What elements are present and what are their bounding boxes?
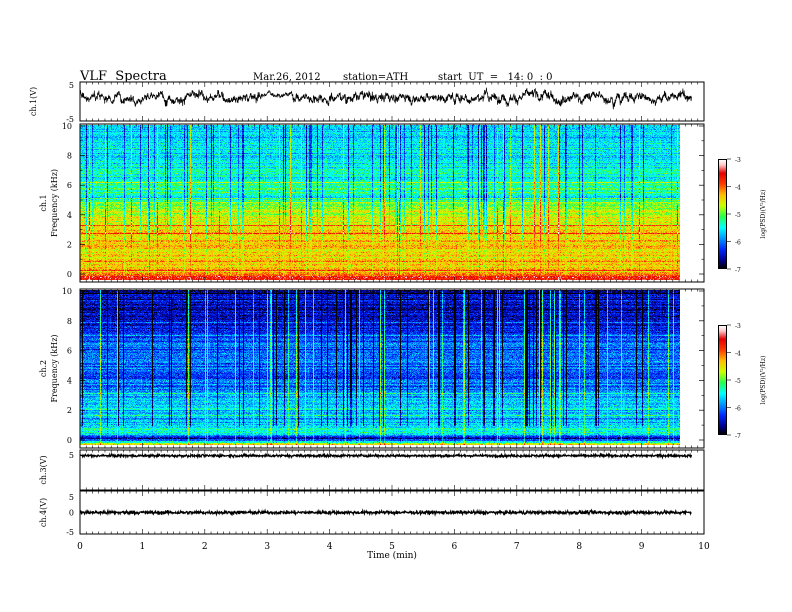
station-label: station=ATH — [343, 72, 409, 83]
ch1-ylabel: ch.1(V) — [29, 87, 38, 116]
ch4-waveform-line — [79, 508, 692, 517]
x-tick-label: 5 — [389, 542, 395, 552]
ch1-ytick-label: 5 — [69, 81, 74, 90]
ch1-spec-ytick-label: 6 — [67, 181, 72, 190]
colorbar-tick-label: -5 — [735, 212, 741, 219]
colorbar-tick-label: -4 — [735, 185, 741, 192]
x-tick-label: 6 — [452, 542, 458, 552]
colorbar-label: log(PSD)(V²/Hz) — [760, 190, 767, 239]
ch1-spec-ylabel: Frequency (kHz) — [50, 169, 59, 237]
ch1-spec-channel-label: ch.1 — [39, 194, 48, 211]
ch1-spec-ytick-label: 10 — [62, 122, 72, 131]
ch1-waveform-line — [79, 87, 692, 110]
colorbar-tick-label: -5 — [735, 378, 741, 385]
x-tick-label: 9 — [639, 542, 645, 552]
colorbar-label: log(PSD)(V²/Hz) — [760, 356, 767, 405]
ch2-spec-ylabel: Frequency (kHz) — [50, 334, 59, 402]
ch4-ytick-label: -5 — [66, 528, 74, 537]
colorbar-tick-label: -3 — [735, 157, 741, 164]
ch3-ylabel: ch.3(V) — [39, 455, 48, 484]
colorbar-tick-label: -6 — [735, 406, 741, 413]
ch2-spec-ytick-label: 2 — [67, 406, 72, 415]
ch1-spec-ytick-label: 4 — [67, 211, 72, 220]
ch1-spec-ytick-label: 8 — [67, 152, 72, 161]
ch1-spec-ytick-label: 0 — [67, 270, 72, 279]
date-label: Mar.26, 2012 — [253, 72, 321, 83]
panel-frame-2 — [79, 123, 705, 283]
ch4-ytick-label: 0 — [69, 509, 74, 518]
colorbar-tick-label: -6 — [735, 240, 741, 247]
colorbar-tick-label: -7 — [735, 267, 741, 274]
figure-title: VLF Spectra — [80, 69, 167, 84]
ch2-spectrogram-image — [80, 290, 692, 445]
ch2-spec-channel-label: ch.2 — [39, 360, 48, 377]
ch3-ytick-label: 5 — [69, 451, 74, 460]
x-tick-label: 8 — [576, 542, 582, 552]
start-time-label: start UT = 14: 0 : 0 — [438, 72, 553, 83]
x-tick-label: 7 — [514, 542, 520, 552]
ch2-spec-ytick-label: 6 — [67, 347, 72, 356]
x-axis-label: Time (min) — [367, 550, 417, 561]
ch1-spec-ytick-label: 2 — [67, 240, 72, 249]
x-tick-label: 0 — [77, 542, 83, 552]
colorbar-tick-label: -4 — [735, 351, 741, 358]
panel-frame-3 — [79, 288, 705, 449]
ch1-ytick-label: -5 — [66, 115, 74, 124]
colorbar-tick-label: -3 — [735, 323, 741, 330]
x-tick-label: 10 — [698, 542, 710, 552]
ch4-ytick-label: 5 — [69, 493, 74, 502]
ch2-colorbar — [718, 325, 727, 435]
x-tick-label: 2 — [202, 542, 208, 552]
ch4-ylabel: ch.4(V) — [39, 498, 48, 527]
ch1-colorbar — [718, 159, 727, 269]
ch2-spec-ytick-label: 0 — [67, 436, 72, 445]
ch2-spec-ytick-label: 10 — [62, 287, 72, 296]
ch1-spectrogram-image — [80, 125, 692, 280]
x-tick-label: 4 — [327, 542, 333, 552]
ch2-spec-ytick-label: 8 — [67, 317, 72, 326]
x-tick-label: 1 — [140, 542, 146, 552]
ch3-waveform-line — [79, 452, 693, 460]
colorbar-tick-label: -7 — [735, 433, 741, 440]
x-tick-label: 3 — [264, 542, 270, 552]
ch2-spec-ytick-label: 4 — [67, 376, 72, 385]
